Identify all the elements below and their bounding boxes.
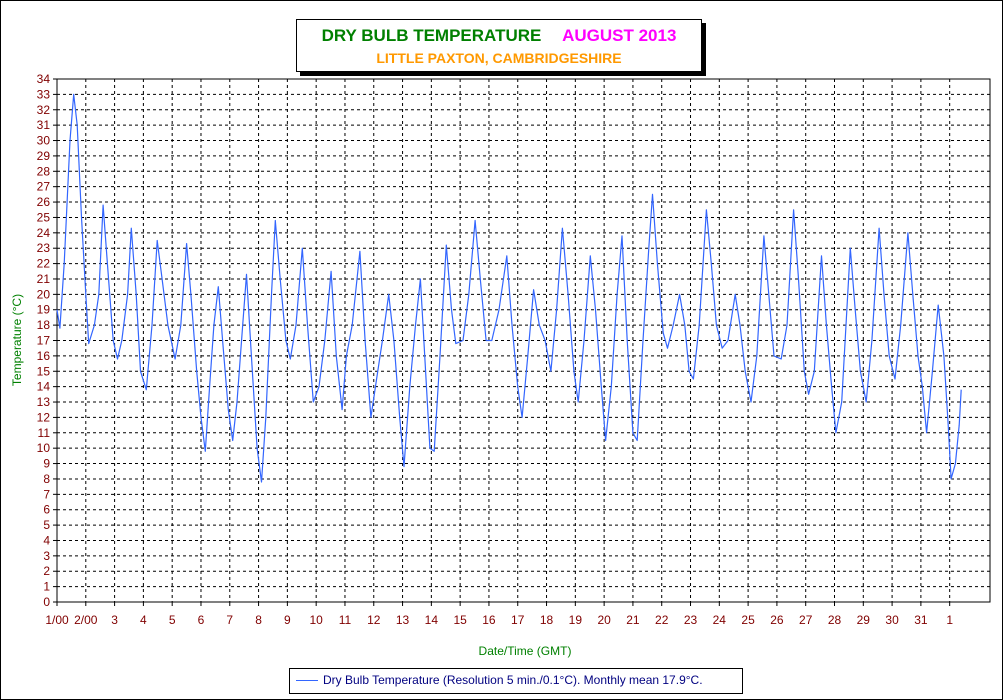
x-tick-label: 13 [396, 613, 410, 627]
series-line-dry-bulb-temperature [56, 93, 962, 483]
y-tick-label: 15 [37, 364, 51, 378]
x-axis: 1/00 2/00 3 4 5 6 7 8 9 10 11 12 13 14 15 16 17 18 19 20 21 2… [45, 602, 953, 627]
x-tick-label: 24 [713, 613, 727, 627]
y-tick-label: 10 [37, 441, 51, 455]
y-tick-label: 14 [37, 380, 51, 394]
chart-subtitle: LITTLE PAXTON, CAMBRIDGESHIRE [376, 50, 622, 66]
y-tick-label: 25 [37, 210, 51, 224]
chart-title-line: DRY BULB TEMPERATURE AUGUST 2013 [297, 26, 701, 46]
y-tick-label: 28 [37, 164, 51, 178]
y-tick-label: 31 [37, 118, 51, 132]
x-tick-label: 30 [885, 613, 899, 627]
y-tick-label: 21 [37, 272, 51, 286]
x-tick-label: 26 [770, 613, 784, 627]
x-tick-label: 8 [255, 613, 262, 627]
x-tick-label: 1/00 [45, 613, 69, 627]
x-tick-label: 18 [540, 613, 554, 627]
x-tick-label: 19 [569, 613, 583, 627]
legend-entry: Dry Bulb Temperature (Resolution 5 min./… [323, 673, 703, 687]
chart-title: DRY BULB TEMPERATURE [321, 26, 542, 45]
x-tick-label: 28 [828, 613, 842, 627]
y-tick-label: 7 [43, 487, 50, 501]
chart-title-period: AUGUST 2013 [562, 26, 677, 45]
y-tick-label: 13 [37, 395, 51, 409]
x-tick-label: 1 [946, 613, 953, 627]
y-tick-label: 16 [37, 349, 51, 363]
x-axis-label: Date/Time (GMT) [479, 644, 572, 658]
y-tick-label: 24 [37, 226, 51, 240]
y-tick-label: 17 [37, 334, 51, 348]
y-tick-label: 22 [37, 257, 51, 271]
x-tick-label: 16 [482, 613, 496, 627]
y-tick-label: 8 [43, 472, 50, 486]
y-tick-label: 0 [43, 595, 50, 609]
y-tick-label: 3 [43, 549, 50, 563]
y-tick-label: 26 [37, 195, 51, 209]
x-tick-label: 3 [111, 613, 118, 627]
chart-title-box: DRY BULB TEMPERATURE AUGUST 2013 LITTLE … [296, 19, 702, 72]
x-tick-label: 14 [425, 613, 439, 627]
y-tick-label: 12 [37, 410, 51, 424]
y-axis: 0123456789101112131415161718192021222324… [37, 72, 57, 609]
x-tick-label: 12 [367, 613, 381, 627]
x-tick-label: 25 [741, 613, 755, 627]
y-tick-label: 11 [38, 426, 51, 440]
y-tick-label: 32 [37, 103, 51, 117]
x-tick-label: 29 [857, 613, 871, 627]
y-tick-label: 23 [37, 241, 51, 255]
y-tick-label: 34 [37, 72, 51, 86]
y-tick-label: 4 [43, 533, 50, 547]
y-tick-label: 29 [37, 149, 51, 163]
y-tick-label: 2 [43, 564, 50, 578]
x-tick-label: 4 [140, 613, 147, 627]
x-tick-label: 15 [453, 613, 467, 627]
x-tick-label: 10 [309, 613, 323, 627]
legend-swatch [296, 680, 318, 681]
x-tick-label: 7 [226, 613, 233, 627]
y-tick-label: 6 [43, 503, 50, 517]
series-layer [56, 93, 962, 483]
y-tick-label: 9 [43, 457, 50, 471]
x-tick-label: 27 [799, 613, 813, 627]
y-tick-label: 27 [37, 180, 51, 194]
x-tick-label: 20 [597, 613, 611, 627]
y-tick-label: 18 [37, 318, 51, 332]
y-tick-label: 19 [37, 303, 51, 317]
x-tick-label: 21 [626, 613, 640, 627]
x-tick-label: 5 [169, 613, 176, 627]
x-tick-label: 6 [198, 613, 205, 627]
legend: Dry Bulb Temperature (Resolution 5 min./… [289, 668, 743, 694]
x-tick-label: 23 [684, 613, 698, 627]
y-axis-label: Temperature (°C) [10, 294, 24, 386]
y-tick-label: 20 [37, 287, 51, 301]
x-tick-label: 17 [511, 613, 525, 627]
x-tick-label: 9 [284, 613, 291, 627]
x-tick-label: 2/00 [74, 613, 98, 627]
y-tick-label: 5 [43, 518, 50, 532]
y-tick-label: 1 [43, 580, 50, 594]
y-tick-label: 33 [37, 87, 51, 101]
x-tick-label: 22 [655, 613, 669, 627]
x-tick-label: 11 [339, 613, 352, 627]
x-tick-label: 31 [914, 613, 928, 627]
y-tick-label: 30 [37, 134, 51, 148]
grid [57, 79, 990, 602]
